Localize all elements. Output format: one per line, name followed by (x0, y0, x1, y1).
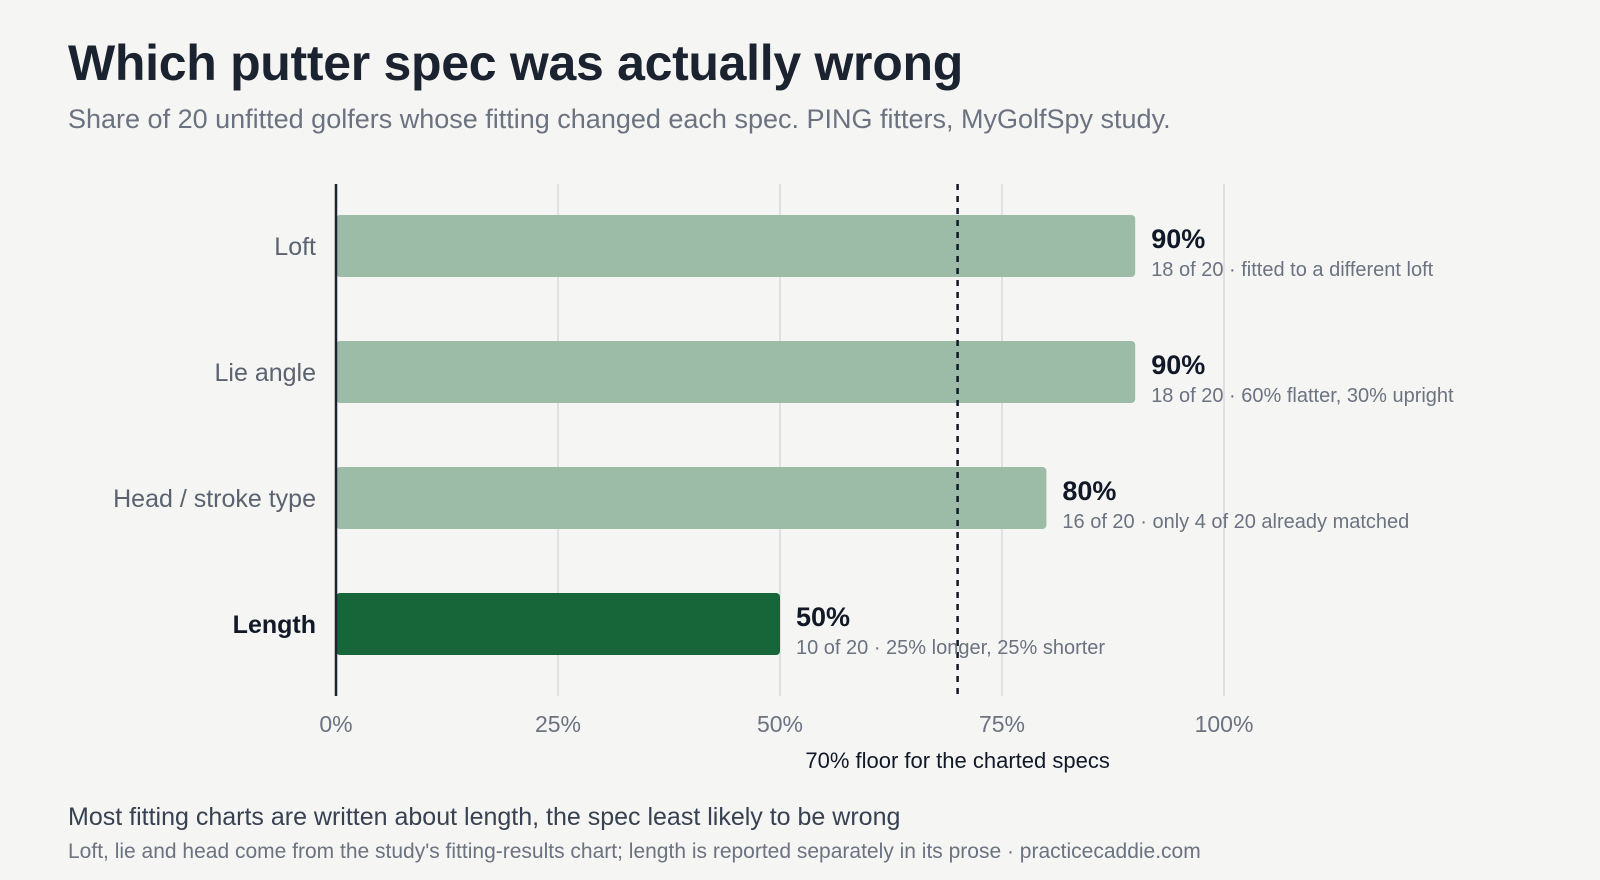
bar-note-3: 10 of 20 · 25% longer, 25% shorter (796, 637, 1105, 659)
x-tick-label-100: 100% (1195, 711, 1254, 737)
category-label-1: Lie angle (215, 359, 316, 387)
x-tick-label-25: 25% (535, 711, 581, 737)
chart-takeaway: Most fitting charts are written about le… (68, 803, 901, 831)
x-tick-label-0: 0% (319, 711, 352, 737)
bar-2 (336, 467, 1047, 529)
value-label-0: 90% (1151, 224, 1205, 254)
chart-subtitle: Share of 20 unfitted golfers whose fitti… (68, 104, 1171, 134)
bar-1 (336, 341, 1136, 403)
category-label-2: Head / stroke type (113, 485, 316, 513)
category-label-3: Length (233, 611, 316, 639)
x-tick-label-50: 50% (757, 711, 803, 737)
value-label-1: 90% (1151, 350, 1205, 380)
value-label-3: 50% (796, 602, 850, 632)
category-label-0: Loft (274, 233, 316, 261)
source-note: Loft, lie and head come from the study's… (68, 840, 1201, 863)
value-label-2: 80% (1062, 476, 1116, 506)
reference-line-label: 70% floor for the charted specs (805, 748, 1110, 773)
bar-3 (336, 593, 780, 655)
bar-note-0: 18 of 20 · fitted to a different loft (1151, 259, 1433, 281)
chart-title: Which putter spec was actually wrong (68, 35, 963, 91)
bar-note-2: 16 of 20 · only 4 of 20 already matched (1062, 511, 1409, 533)
bar-0 (336, 215, 1136, 277)
x-tick-label-75: 75% (979, 711, 1025, 737)
bar-note-1: 18 of 20 · 60% flatter, 30% upright (1151, 385, 1454, 407)
